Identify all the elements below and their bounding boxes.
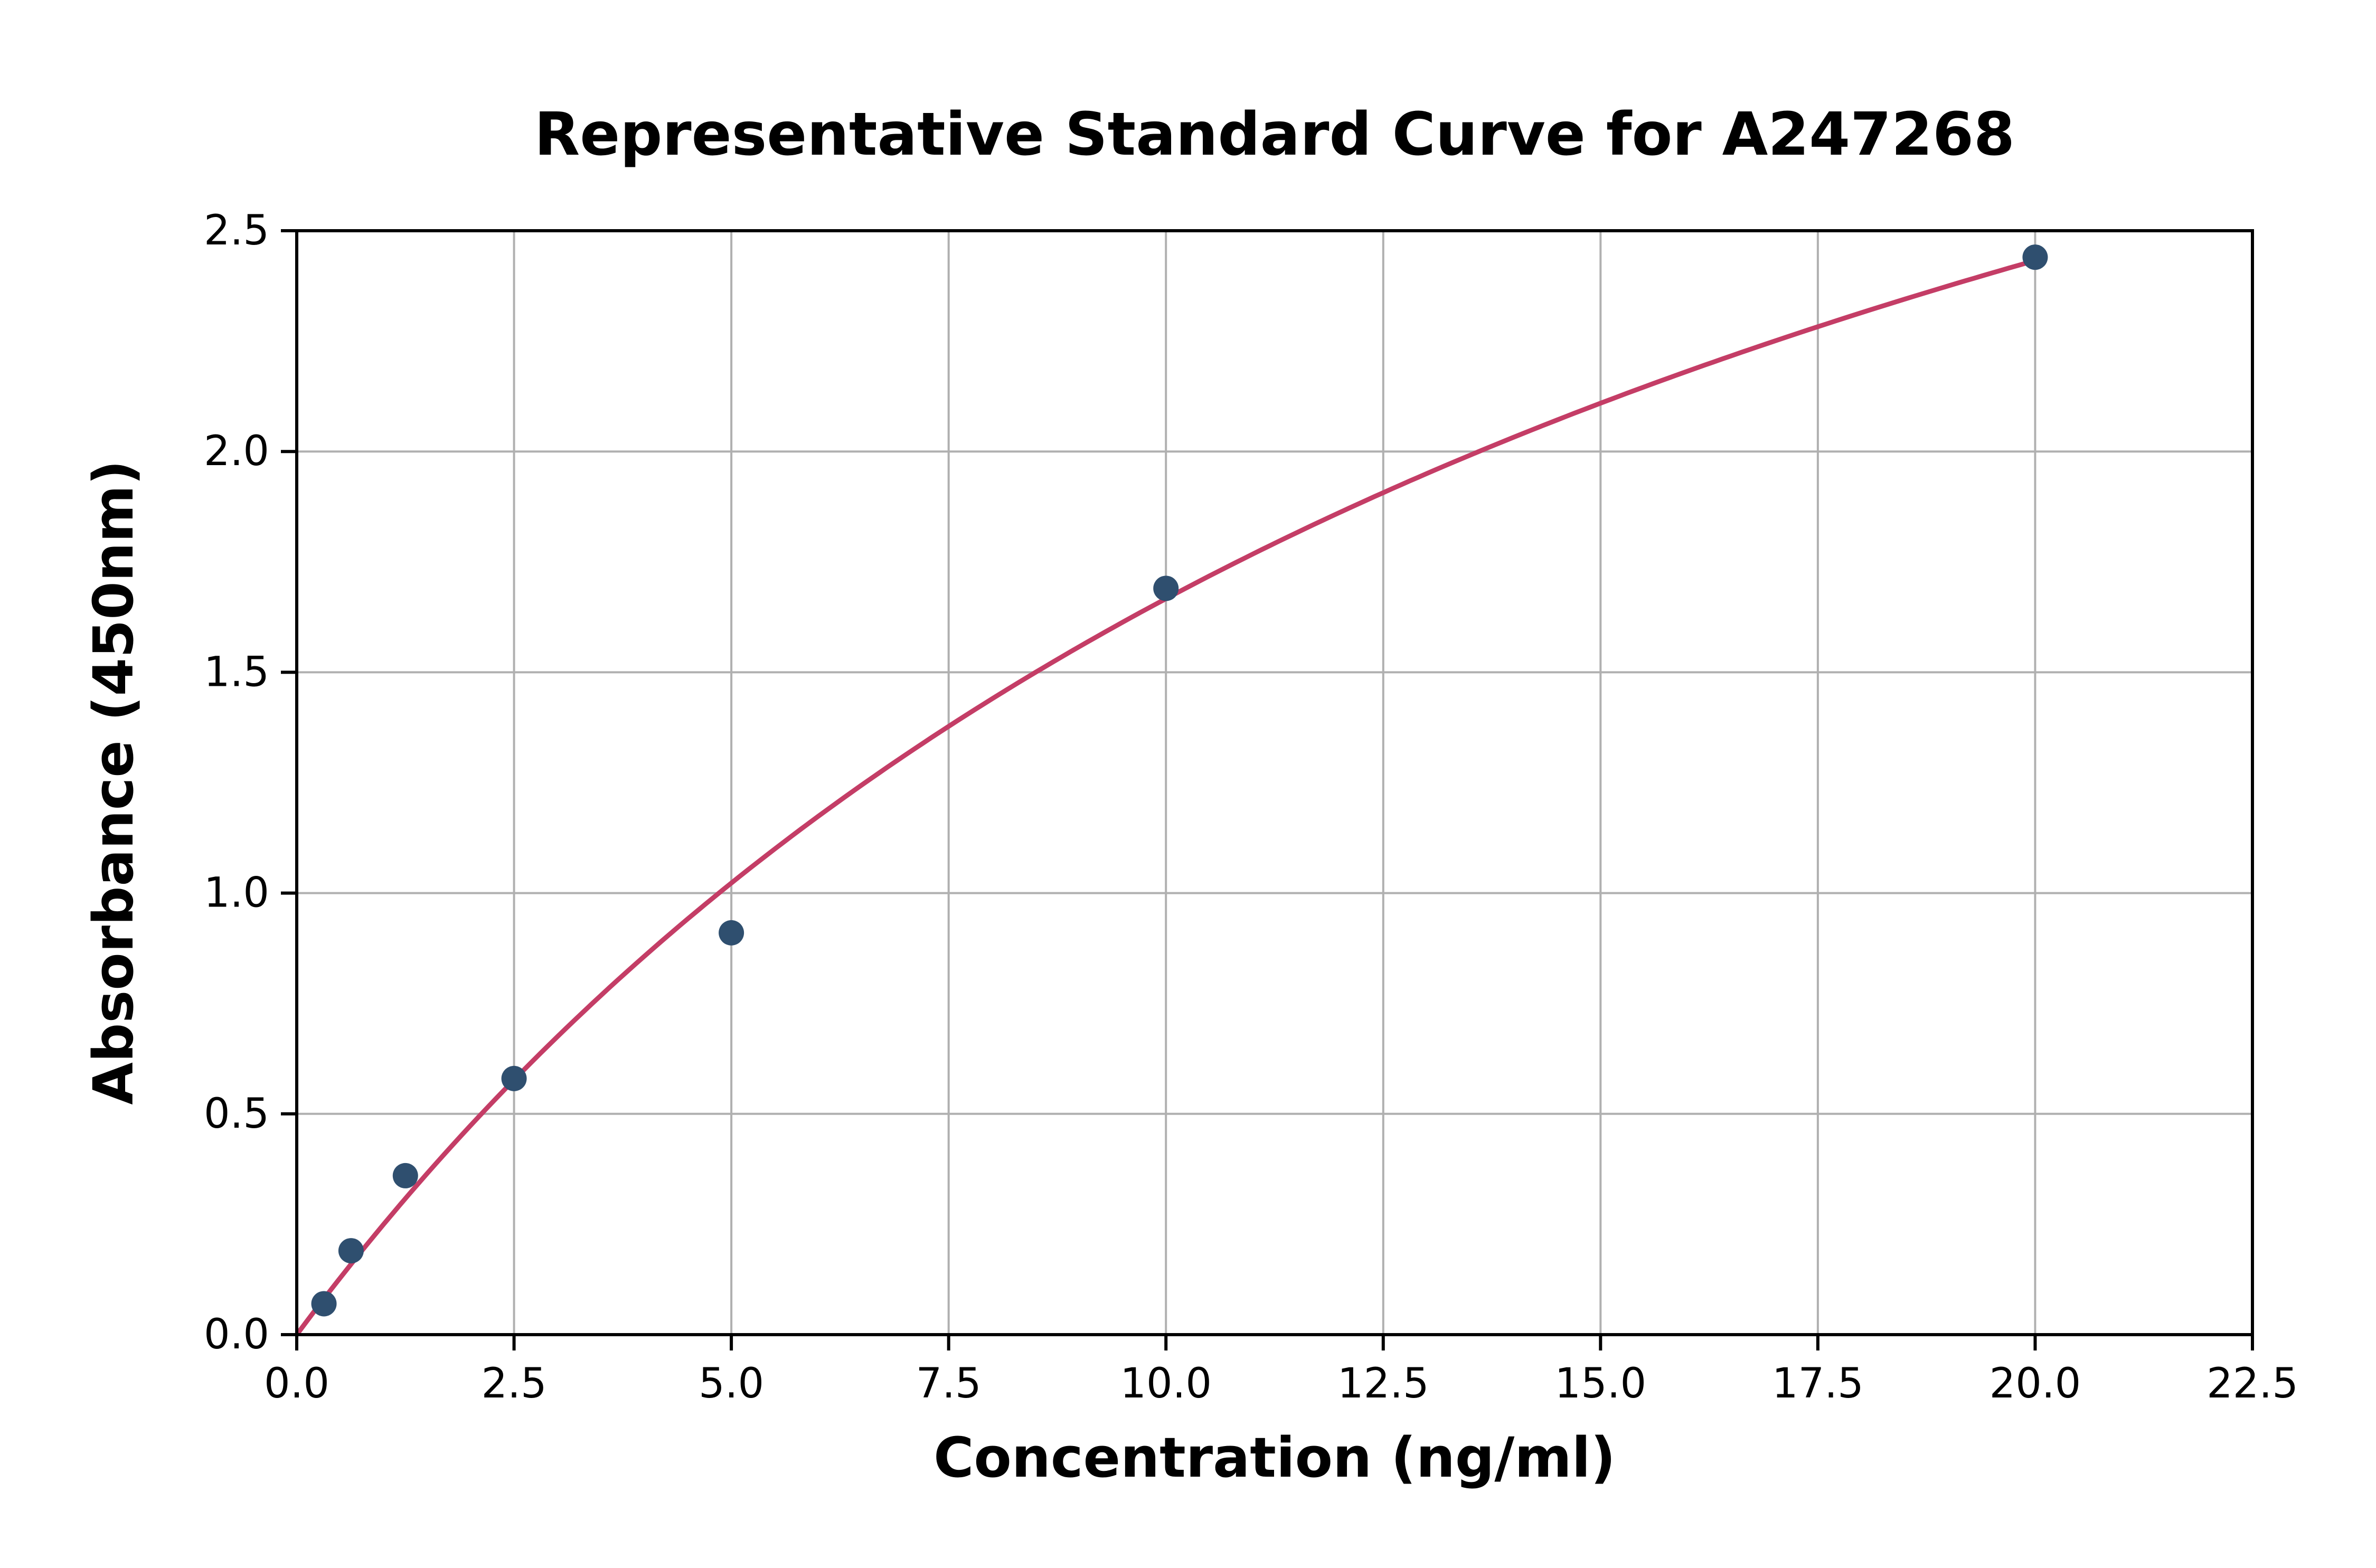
chart-title: Representative Standard Curve for A24726… [534, 100, 2015, 169]
x-tick-label: 15.0 [1554, 1360, 1646, 1408]
x-tick-label: 0.0 [264, 1360, 329, 1408]
data-point [338, 1238, 364, 1264]
x-tick-label: 17.5 [1772, 1360, 1864, 1408]
x-tick-label: 10.0 [1120, 1360, 1212, 1408]
data-point [1153, 575, 1179, 601]
x-tick-label: 5.0 [699, 1360, 764, 1408]
data-point [501, 1065, 527, 1091]
y-tick-label: 0.0 [204, 1311, 269, 1358]
y-tick-label: 2.5 [204, 207, 269, 254]
y-tick-label: 1.0 [204, 870, 269, 917]
data-point [719, 920, 744, 946]
y-tick-label: 1.5 [204, 648, 269, 696]
x-tick-label: 20.0 [1990, 1360, 2081, 1408]
x-tick-label: 2.5 [482, 1360, 547, 1408]
x-tick-label: 12.5 [1337, 1360, 1429, 1408]
y-tick-label: 2.0 [204, 428, 269, 475]
y-tick-label: 0.5 [204, 1090, 269, 1138]
data-point [392, 1163, 418, 1188]
data-point [2022, 244, 2048, 270]
x-axis-label: Concentration (ng/ml) [934, 1425, 1616, 1490]
data-point [311, 1291, 337, 1317]
x-tick-label: 7.5 [916, 1360, 982, 1408]
x-tick-label: 22.5 [2207, 1360, 2298, 1408]
plot-border [295, 229, 2254, 1336]
